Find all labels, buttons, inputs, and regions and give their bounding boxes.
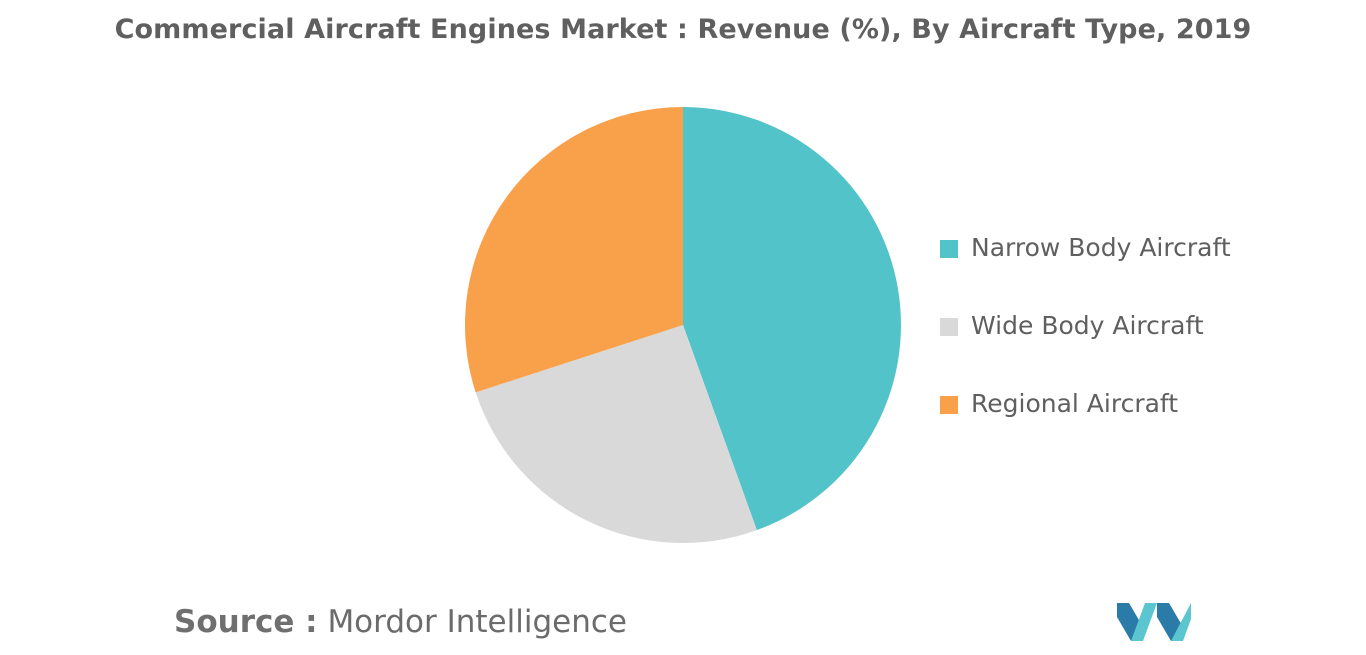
- source-value: Mordor Intelligence: [327, 604, 627, 640]
- pie-slice-narrow-body-aircraft[interactable]: [683, 107, 901, 531]
- legend-label-narrow-body: Narrow Body Aircraft: [971, 233, 1231, 262]
- legend-swatch-narrow-body: [940, 240, 958, 258]
- legend-item-regional[interactable]: Regional Aircraft: [940, 382, 1340, 460]
- pie-slice-wide-body-aircraft[interactable]: [475, 325, 757, 543]
- legend-label-wide-body: Wide Body Aircraft: [971, 311, 1204, 340]
- legend-label-regional: Regional Aircraft: [971, 389, 1179, 418]
- pie-slice-regional-aircraft[interactable]: [464, 107, 683, 393]
- legend: Narrow Body Aircraft Wide Body Aircraft …: [940, 226, 1340, 460]
- logo-shape-end: [1171, 603, 1191, 641]
- source-note: Source : Mordor Intelligence: [174, 604, 627, 640]
- mordor-intelligence-logo: [1117, 603, 1191, 641]
- chart-title: Commercial Aircraft Engines Market : Rev…: [114, 14, 1252, 45]
- legend-item-narrow-body[interactable]: Narrow Body Aircraft: [940, 226, 1340, 304]
- source-label: Source :: [174, 604, 318, 640]
- legend-item-wide-body[interactable]: Wide Body Aircraft: [940, 304, 1340, 382]
- legend-swatch-wide-body: [940, 318, 958, 336]
- logo-shape-mid: [1131, 603, 1157, 641]
- pie-slices: [464, 107, 901, 543]
- legend-swatch-regional: [940, 396, 958, 414]
